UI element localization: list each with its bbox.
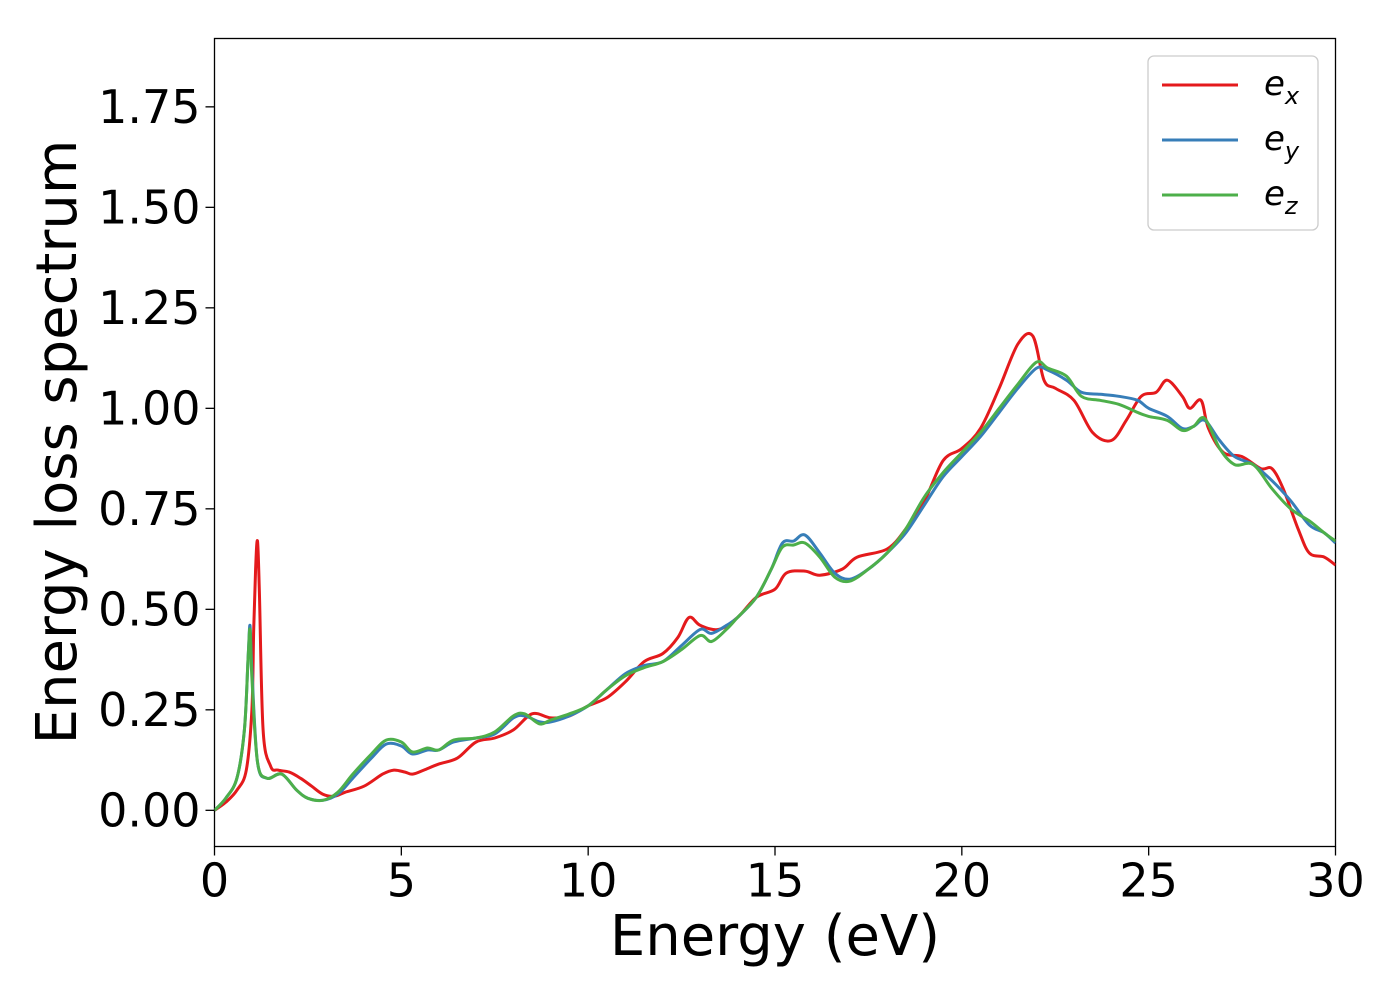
x-tick-label: 25 xyxy=(1119,854,1178,908)
y-tick-label: 0.75 xyxy=(98,482,200,536)
x-axis-label: Energy (eV) xyxy=(610,904,940,969)
x-tick-label: 15 xyxy=(746,854,805,908)
series-line-z xyxy=(214,359,1336,812)
y-tick-label: 0.00 xyxy=(98,783,200,837)
y-tick-label: 1.75 xyxy=(98,80,200,134)
legend-subscript-x: x xyxy=(1284,82,1300,110)
y-tick-label: 1.25 xyxy=(98,281,200,335)
x-tick-label: 20 xyxy=(933,854,992,908)
x-axis: 0 5 10 15 20 25 30 xyxy=(200,846,1365,908)
legend-box xyxy=(1147,55,1319,231)
x-tick-label: 5 xyxy=(387,854,416,908)
y-tick-label: 0.25 xyxy=(98,683,200,737)
y-tick-label: 0.50 xyxy=(98,582,200,636)
x-tick-label: 10 xyxy=(559,854,618,908)
y-tick-label: 1.50 xyxy=(98,180,200,234)
series-group xyxy=(214,331,1336,812)
series-line-x xyxy=(214,331,1336,812)
x-tick-label: 0 xyxy=(200,854,229,908)
legend-subscript-z: z xyxy=(1284,192,1299,220)
x-tick-label: 30 xyxy=(1306,854,1365,908)
y-tick-label: 1.00 xyxy=(98,381,200,435)
y-axis-label: Energy loss spectrum xyxy=(25,140,90,745)
y-axis: 0.00 0.25 0.50 0.75 1.00 1.25 1.50 1.75 xyxy=(98,80,215,837)
legend-subscript-y: y xyxy=(1284,137,1300,165)
